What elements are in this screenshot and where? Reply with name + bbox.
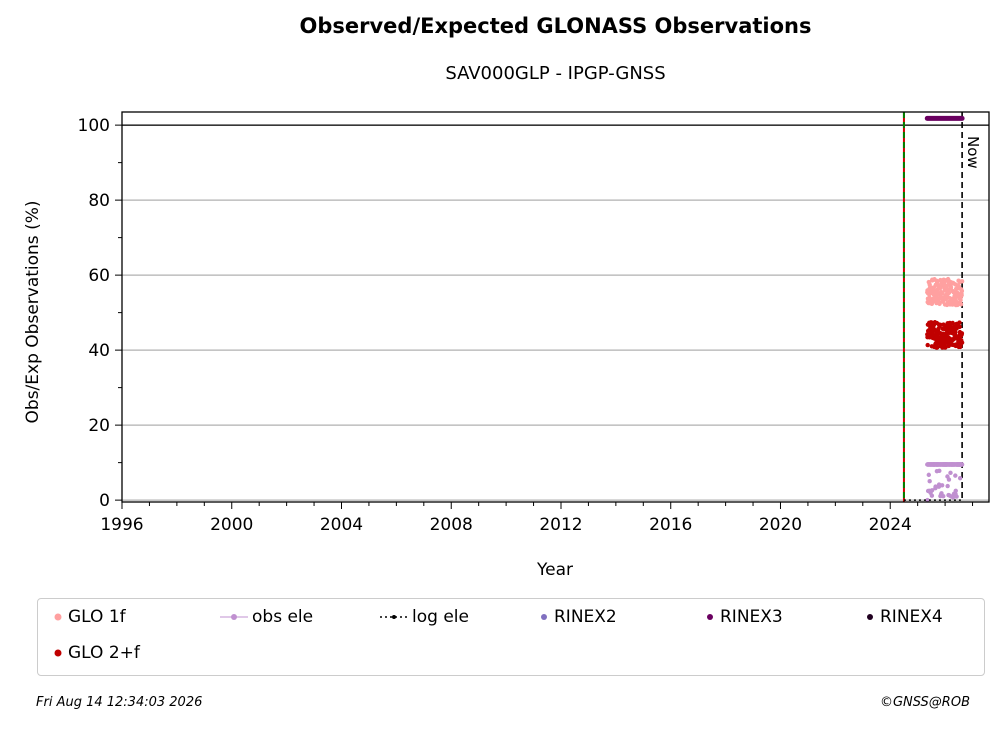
legend-rinex3: RINEX3: [704, 607, 783, 627]
legend-label: RINEX2: [554, 607, 617, 627]
obs-ele-point: [929, 493, 935, 498]
data-series: [902, 112, 965, 503]
axes-frame: [121, 111, 990, 503]
rinex4-marker-icon: [867, 614, 873, 620]
x-tick-label: 2020: [759, 515, 802, 535]
obs-ele-point: [953, 473, 958, 478]
y-tick-label: 80: [88, 191, 110, 211]
glo-2-f-point: [959, 331, 965, 336]
obs-ele-point: [948, 470, 953, 476]
obs-ele-marker-icon: [220, 614, 248, 620]
x-tick-label: 2024: [869, 515, 912, 535]
glo-1f-point: [948, 285, 954, 290]
obs-ele-point: [945, 483, 950, 489]
y-tick-label: 20: [88, 416, 110, 436]
legend-label: RINEX3: [720, 607, 783, 627]
legend-log-ele: log ele: [380, 607, 469, 627]
glo-1f-point: [959, 288, 965, 294]
x-tick-label: 2012: [539, 515, 582, 535]
now-label: Now: [964, 136, 982, 169]
legend-label: RINEX4: [880, 607, 943, 627]
legend-obs-ele: obs ele: [220, 607, 313, 627]
grid-lines: [122, 124, 989, 501]
plot-area: 1996 2000 2004 2008 2012 2016 2020 2024 0 20 40 60 8…: [23, 111, 990, 580]
obs-ele-point: [927, 479, 932, 484]
obs-ele-point: [941, 494, 946, 499]
glo-2-f-point: [935, 345, 940, 350]
glo-1f-marker-icon: [54, 613, 62, 621]
glo-2-f-point: [959, 340, 965, 345]
x-tick-label: 1996: [100, 515, 143, 535]
glo-1f-point: [958, 302, 964, 307]
rinex2-marker-icon: [541, 614, 547, 620]
glo-2-f-point: [950, 320, 955, 326]
obs-ele-point: [925, 497, 930, 503]
footer-date: Fri Aug 14 12:34:03 2026: [36, 695, 203, 710]
legend-label: obs ele: [252, 607, 314, 627]
footer-credit: ©GNSS@ROB: [879, 695, 970, 710]
y-tick-label: 100: [78, 116, 110, 136]
obs-ele-point: [957, 475, 963, 481]
glo-1f-point: [946, 290, 952, 296]
log-ele-marker-icon: [380, 615, 408, 619]
legend-label: GLO 2+f: [68, 643, 140, 663]
legend-label: log ele: [412, 607, 469, 627]
obs-ele-point: [937, 468, 942, 473]
glo-2f-marker-icon: [54, 649, 62, 657]
obs-ele-point: [939, 483, 945, 488]
obs-ele-point: [954, 494, 959, 499]
legend-glo-1f: GLO 1f: [52, 607, 126, 627]
y-axis-label: Obs/Exp Observations (%): [23, 201, 43, 424]
x-tick-label: 2000: [210, 515, 253, 535]
glo-1f-point: [959, 293, 964, 298]
axes: 1996 2000 2004 2008 2012 2016 2020 2024 0 20 40 60 8…: [78, 111, 990, 535]
glo-2-f-point: [925, 342, 930, 348]
glo-1f-point: [937, 301, 942, 307]
rinex3-marker-icon: [707, 614, 713, 620]
glo-2-f-point: [953, 330, 958, 335]
x-axis-label: Year: [536, 560, 573, 580]
legend-label: GLO 1f: [68, 607, 126, 627]
chart-subtitle: SAV000GLP - IPGP-GNSS: [445, 63, 666, 84]
glo-2-f-point: [957, 320, 962, 325]
x-tick-label: 2016: [649, 515, 692, 535]
obs-ele-point: [926, 472, 932, 478]
glo-2-f-point: [957, 324, 962, 330]
x-tick-label: 2004: [320, 515, 363, 535]
y-tick-label: 40: [88, 341, 110, 361]
obs-ele-point: [953, 488, 958, 494]
obs-ele-point: [946, 477, 952, 482]
obs-ele-point: [933, 484, 938, 489]
y-tick-label: 60: [88, 266, 110, 286]
legend: GLO 1f obs ele log ele RINEX2 RINEX3 RIN…: [37, 598, 985, 676]
legend-rinex2: RINEX2: [538, 607, 617, 627]
legend-glo-2f: GLO 2+f: [52, 643, 140, 663]
glo-1f-point: [959, 279, 965, 284]
x-tick-label: 2008: [430, 515, 473, 535]
glo-1f-point: [939, 291, 945, 296]
y-tick-label: 0: [99, 491, 110, 511]
obs-ele-point: [959, 462, 965, 467]
legend-rinex4: RINEX4: [864, 607, 943, 627]
obs-ele-point: [929, 488, 935, 493]
glo-2-f-point: [943, 345, 948, 350]
chart-title: Observed/Expected GLONASS Observations: [299, 14, 812, 38]
